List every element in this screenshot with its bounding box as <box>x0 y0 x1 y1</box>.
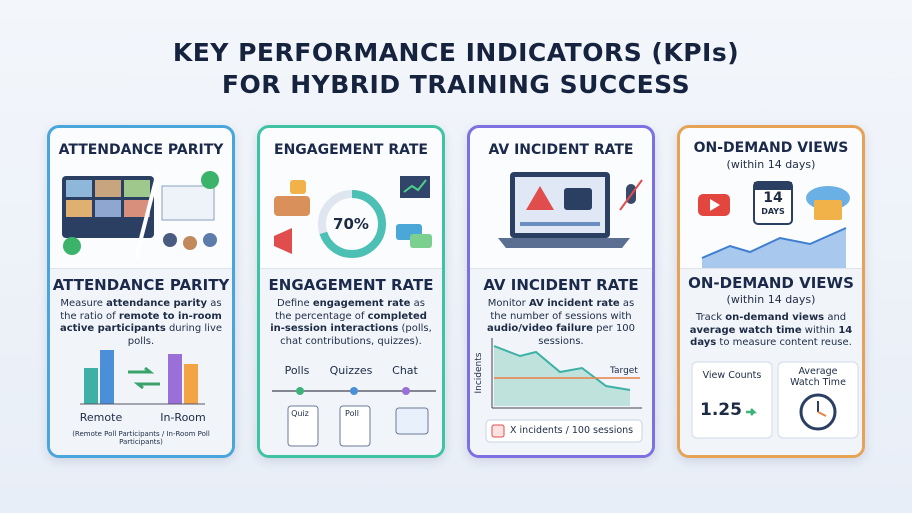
emphasis: attendance parity <box>106 298 208 309</box>
target-label: Target <box>610 366 638 376</box>
kpi-card: ON-DEMAND VIEWS (within 14 days) 14 DAYS… <box>677 125 865 458</box>
card-description: Monitor AV incident rate as the number o… <box>478 298 644 348</box>
timeline-label: Polls <box>284 364 310 377</box>
emphasis: on-demand views <box>725 312 825 323</box>
emphasis: remote to in-room active participants <box>59 310 222 335</box>
icon-label: Quiz <box>291 409 309 418</box>
illustration <box>485 172 643 443</box>
icon-label: Poll <box>345 409 359 418</box>
emphasis: engagement rate <box>312 298 411 309</box>
text-run: Monitor <box>487 298 529 309</box>
card-header: ON-DEMAND VIEWS <box>693 140 849 156</box>
caption: (Remote Poll Participants / In-Room Poll… <box>72 430 210 446</box>
kpi-card: AV INCIDENT RATE AV INCIDENT RATE Monito… <box>467 125 655 458</box>
text-run: Define <box>277 298 313 309</box>
card-heading: ON-DEMAND VIEWS <box>688 274 854 292</box>
card-description: Track on-demand views and average watch … <box>688 312 854 350</box>
text-run: to measure content reuse. <box>716 337 852 348</box>
axis-label: Incidents <box>474 352 484 394</box>
text-run: and <box>824 312 847 323</box>
text-run: Track <box>695 312 726 323</box>
text-run: as the ratio of <box>60 298 222 322</box>
chart-label: In-Room <box>160 411 206 424</box>
calendar-day: 14 <box>763 190 783 206</box>
stat-label: Average Watch Time <box>790 366 846 388</box>
illustration <box>272 176 436 447</box>
text-run: within <box>801 324 839 336</box>
card-header: ENGAGEMENT RATE <box>274 142 428 158</box>
card-description: Define engagement rate as the percentage… <box>268 298 434 348</box>
gauge-label: 70% <box>333 215 369 233</box>
timeline-label: Quizzes <box>329 364 373 377</box>
kpi-card: ATTENDANCE PARITY ATTENDANCE PARITY Meas… <box>47 125 235 458</box>
card-heading: ATTENDANCE PARITY <box>52 276 230 294</box>
stat-label: View Counts <box>702 370 762 381</box>
calendar-unit: DAYS <box>761 207 785 216</box>
text-run: during live polls. <box>127 323 223 347</box>
emphasis: audio/video failure <box>486 323 593 334</box>
emphasis: 14 days <box>690 324 853 349</box>
text-run: as the number of sessions with <box>490 298 635 322</box>
card-header: AV INCIDENT RATE <box>488 142 634 158</box>
illustration <box>62 171 219 405</box>
card-heading-sub: (within 14 days) <box>726 293 816 306</box>
card-header-sub: (within 14 days) <box>726 158 816 171</box>
stat-value: 1.25 <box>700 400 742 420</box>
emphasis: average watch time <box>689 324 802 336</box>
kpi-card: ENGAGEMENT RATE 70% ENGAGEMENT RATE Defi… <box>257 125 445 458</box>
card-description: Measure attendance parity as the ratio o… <box>58 298 224 348</box>
legend-text: X incidents / 100 sessions <box>510 425 634 436</box>
emphasis: AV incident rate <box>528 298 620 309</box>
title-line: FOR HYBRID TRAINING SUCCESS <box>221 70 691 99</box>
chart-label: Remote <box>79 411 123 424</box>
card-lower <box>50 268 232 455</box>
card-heading: ENGAGEMENT RATE <box>268 276 434 294</box>
card-heading: AV INCIDENT RATE <box>483 276 639 294</box>
illustration <box>691 181 859 439</box>
card-header: ATTENDANCE PARITY <box>58 142 224 158</box>
text-run: (polls, chat contributions, quizzes). <box>280 323 432 347</box>
title-line: KEY PERFORMANCE INDICATORS (KPIs) <box>172 38 740 67</box>
text-run: per 100 sessions. <box>538 323 636 347</box>
timeline-label: Chat <box>392 364 418 377</box>
text-run: as the percentage of <box>275 298 425 322</box>
text-run: Measure <box>60 298 107 309</box>
emphasis: completed in-session interactions <box>270 310 427 335</box>
